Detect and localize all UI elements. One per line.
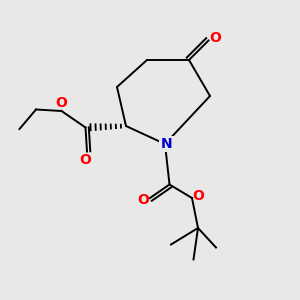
Text: O: O: [80, 153, 92, 167]
Text: O: O: [55, 96, 67, 110]
Text: O: O: [137, 193, 149, 206]
Text: O: O: [209, 31, 221, 45]
Text: O: O: [193, 190, 205, 203]
Text: N: N: [161, 137, 172, 151]
